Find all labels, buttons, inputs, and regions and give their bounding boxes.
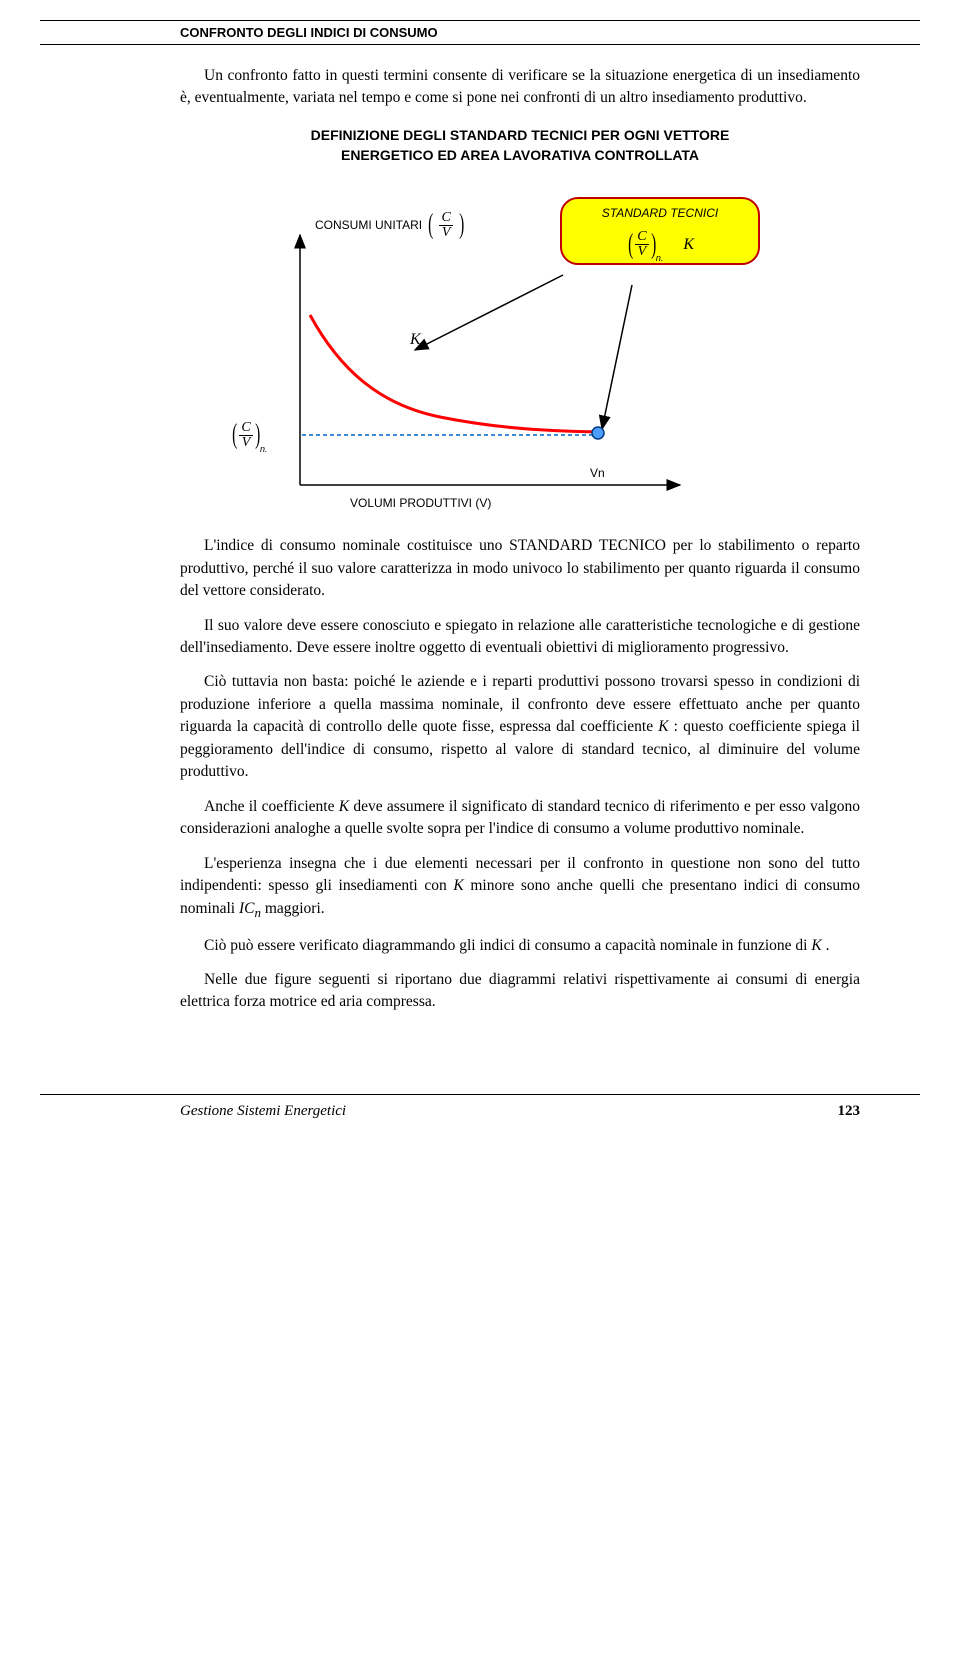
body-para-4: Anche il coefficiente K deve assumere il… bbox=[180, 796, 860, 841]
footer-title: Gestione Sistemi Energetici bbox=[180, 1103, 346, 1120]
k-symbol-capsule: K bbox=[683, 233, 694, 256]
frac-cv-yaxis: C V bbox=[239, 421, 252, 450]
main-content: Un confronto fatto in questi termini con… bbox=[40, 65, 920, 1014]
diagram-container: CONSUMI UNITARI ( C V ) STANDARD TECNICI… bbox=[240, 185, 800, 515]
curve-line bbox=[310, 315, 600, 432]
volumi-produttivi-label: VOLUMI PRODUTTIVI (V) bbox=[350, 495, 491, 512]
arrow-to-point bbox=[602, 285, 632, 429]
page-footer: Gestione Sistemi Energetici 123 bbox=[40, 1094, 920, 1140]
page-header: CONFRONTO DEGLI INDICI DI CONSUMO bbox=[40, 25, 920, 40]
standard-tecnici-label: STANDARD TECNICI bbox=[602, 206, 718, 220]
body-para-1: L'indice di consumo nominale costituisce… bbox=[180, 535, 860, 602]
nominal-point bbox=[592, 427, 604, 439]
consumi-unitari-label: CONSUMI UNITARI ( C V ) bbox=[315, 205, 466, 246]
vn-label: Vn bbox=[590, 465, 605, 482]
arrow-to-k bbox=[415, 275, 563, 350]
page-number: 123 bbox=[838, 1103, 861, 1120]
frac-cv-capsule: C V bbox=[635, 230, 648, 259]
diagram-title-line1: DEFINIZIONE DEGLI STANDARD TECNICI PER O… bbox=[311, 127, 730, 143]
body-para-7: Nelle due figure seguenti si riportano d… bbox=[180, 969, 860, 1014]
intro-paragraph: Un confronto fatto in questi termini con… bbox=[180, 65, 860, 110]
k-label-curve: K bbox=[410, 328, 421, 351]
body-para-5: L'esperienza insegna che i due elementi … bbox=[180, 853, 860, 923]
diagram-title-line2: ENERGETICO ED AREA LAVORATIVA CONTROLLAT… bbox=[341, 147, 699, 163]
page-header-section: CONFRONTO DEGLI INDICI DI CONSUMO bbox=[40, 20, 920, 45]
body-para-2: Il suo valore deve essere conosciuto e s… bbox=[180, 615, 860, 660]
body-para-3: Ciò tuttavia non basta: poiché le aziend… bbox=[180, 671, 860, 783]
frac-cv-top: C V bbox=[439, 211, 452, 240]
y-axis-frac-label: ( C V ) n. bbox=[230, 415, 268, 456]
diagram-title: DEFINIZIONE DEGLI STANDARD TECNICI PER O… bbox=[180, 126, 860, 165]
body-para-6: Ciò può essere verificato diagrammando g… bbox=[180, 935, 860, 957]
standard-tecnici-capsule: STANDARD TECNICI ( C V ) n. K bbox=[560, 197, 760, 265]
